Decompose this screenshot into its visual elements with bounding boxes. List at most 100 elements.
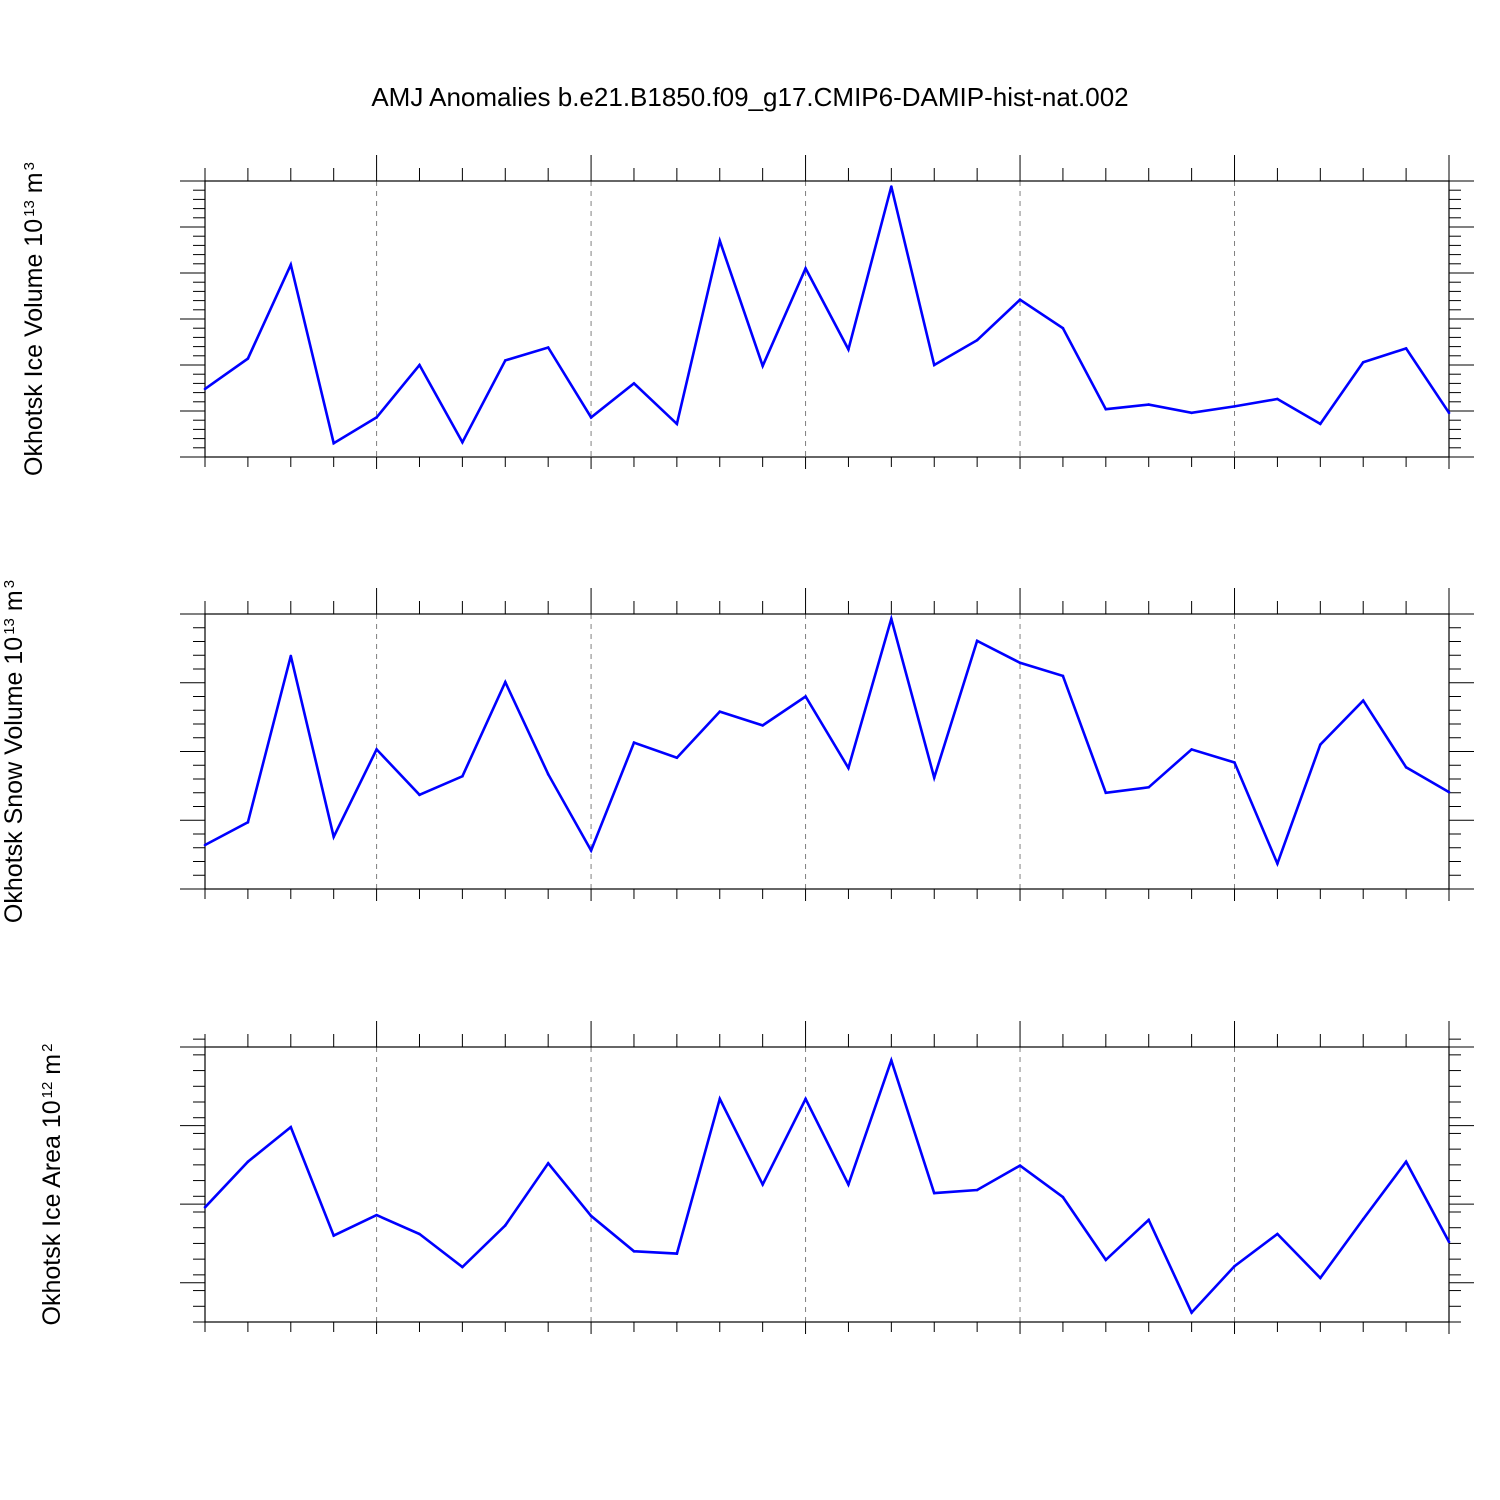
data-point: [1276, 397, 1279, 401]
y-axis-label-unit: m: [20, 172, 48, 193]
data-point: [890, 185, 893, 188]
data-point: [632, 382, 636, 385]
data-point: [1104, 791, 1108, 795]
data-point: [1233, 405, 1236, 408]
data-point: [589, 416, 593, 419]
data-point: [289, 654, 293, 658]
data-point: [847, 766, 850, 770]
data-point: [1447, 790, 1451, 794]
data-point: [632, 741, 636, 744]
data-point: [847, 348, 850, 351]
data-point: [1018, 298, 1022, 301]
data-point: [975, 639, 979, 643]
data-point: [675, 1252, 679, 1255]
y-axis-label-unit-exponent: 2: [39, 1044, 56, 1052]
data-point: [1361, 1217, 1365, 1221]
data-point: [1104, 407, 1108, 411]
data-point: [804, 1097, 807, 1101]
y-axis-label-text: Okhotsk Snow Volume 10: [0, 637, 28, 923]
figure-title: AMJ Anomalies b.e21.B1850.f09_g17.CMIP6-…: [371, 82, 1128, 112]
data-point: [1147, 403, 1151, 406]
data-point: [1147, 1218, 1151, 1222]
series-line: [204, 613, 1450, 868]
data-point: [546, 1161, 550, 1165]
data-point: [975, 338, 979, 342]
data-point: [1404, 766, 1408, 769]
data-point: [246, 821, 250, 824]
data-point: [932, 363, 936, 367]
data-point: [890, 1059, 893, 1062]
data-point: [332, 441, 335, 445]
data-point: [589, 1214, 593, 1218]
data-point: [375, 416, 378, 419]
y-axis-label: Okhotsk Ice Volume 10 13 m 3: [20, 162, 48, 476]
data-point: [546, 346, 550, 349]
data-point: [332, 835, 335, 839]
data-point: [761, 1183, 764, 1186]
data-point: [461, 774, 464, 778]
series-line: [204, 186, 1451, 446]
data-point: [246, 1160, 250, 1164]
data-point: [975, 1188, 979, 1192]
data-point: [503, 1224, 507, 1227]
y-axis-label: Okhotsk Snow Volume 10 13 m 3: [0, 580, 28, 923]
data-point: [1361, 699, 1365, 702]
data-point: [1447, 411, 1451, 415]
data-point: [804, 267, 807, 270]
data-point: [1276, 1232, 1279, 1236]
data-point: [1404, 347, 1408, 350]
y-axis-label-exponent: 12: [39, 1082, 56, 1099]
data-point: [203, 843, 207, 847]
data-point: [546, 772, 550, 776]
panel-3: Okhotsk Ice Area 1012 m 2: [38, 1021, 1474, 1334]
data-point: [761, 724, 764, 727]
y-axis-label-exponent: 13: [21, 200, 38, 217]
data-point: [418, 1232, 421, 1236]
data-point: [1104, 1258, 1108, 1262]
data-point: [1190, 748, 1193, 751]
data-point: [932, 1191, 936, 1195]
data-point: [675, 422, 679, 426]
data-point: [890, 617, 893, 621]
data-point: [1233, 1264, 1236, 1268]
data-point: [1319, 1276, 1322, 1280]
y-axis-label-unit: m: [38, 1054, 66, 1075]
series-line: [204, 1056, 1451, 1315]
data-point: [718, 1097, 722, 1101]
data-point: [1404, 1160, 1408, 1164]
panel-2: Okhotsk Snow Volume 10 13 m 3: [0, 580, 1474, 923]
data-point: [1319, 743, 1322, 746]
y-axis-label-unit: m: [0, 590, 28, 611]
data-point: [246, 357, 250, 360]
data-point: [632, 1249, 636, 1253]
y-axis-label-unit-exponent: 3: [21, 162, 38, 170]
data-point: [289, 1125, 293, 1129]
plot-frame: [204, 1046, 1450, 1323]
data-point: [461, 1265, 464, 1269]
data-point: [375, 1213, 378, 1217]
data-point: [332, 1234, 335, 1237]
data-point: [1061, 1195, 1065, 1199]
data-point: [1233, 761, 1236, 764]
data-point: [1061, 674, 1065, 678]
y-axis-label-unit-exponent: 3: [1, 580, 18, 588]
data-point: [1018, 661, 1022, 665]
data-point: [203, 387, 207, 391]
data-point: [461, 440, 464, 444]
data-point: [1276, 862, 1279, 865]
data-point: [503, 680, 507, 684]
data-point: [503, 359, 507, 362]
data-point: [761, 364, 764, 368]
data-point: [1447, 1240, 1451, 1244]
data-point: [1319, 422, 1322, 426]
data-point: [289, 263, 293, 267]
data-point: [418, 363, 421, 367]
data-point: [1061, 326, 1065, 330]
y-axis-label-exponent: 13: [1, 618, 18, 635]
data-point: [1018, 1164, 1022, 1167]
y-axis-label-text: Okhotsk Ice Area 10: [38, 1100, 66, 1325]
data-point: [203, 1205, 207, 1209]
